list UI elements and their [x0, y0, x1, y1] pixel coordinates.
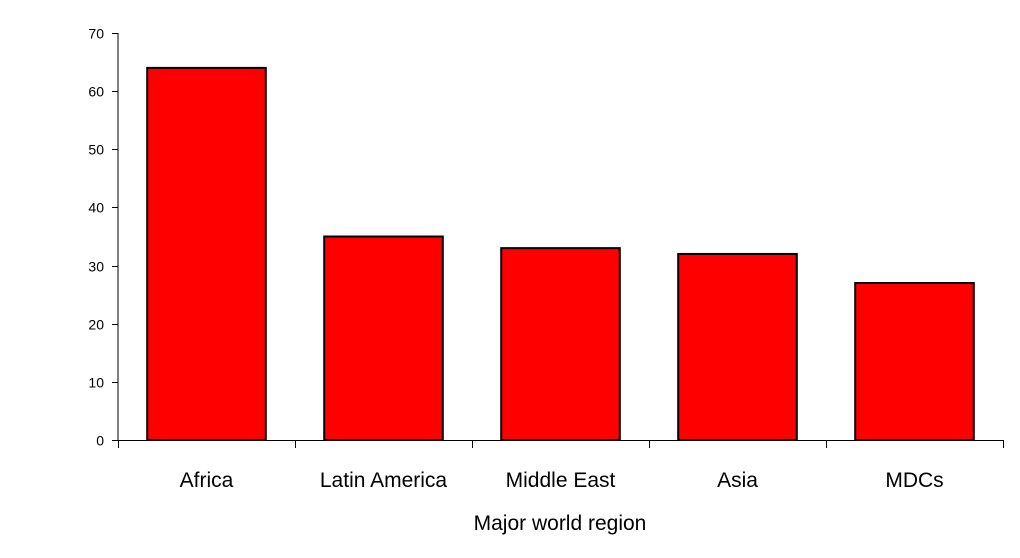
- x-tick-label: Middle East: [506, 469, 616, 492]
- y-tick-label: 60: [88, 84, 104, 100]
- bar-asia: [677, 252, 798, 441]
- category-labels: Africa Latin America Middle East Asia MDCs: [180, 469, 944, 492]
- bars: [146, 66, 975, 441]
- x-tick-label: Latin America: [320, 469, 448, 492]
- y-tick-label: 0: [96, 433, 104, 449]
- y-tick-label: 70: [88, 26, 104, 42]
- x-tick-label: Africa: [180, 469, 234, 492]
- y-tick-label: 50: [88, 142, 104, 158]
- x-axis-title: Major world region: [474, 512, 647, 535]
- y-tick-label: 40: [88, 200, 104, 216]
- bar-latin-america: [323, 235, 444, 441]
- bar-mdcs: [854, 282, 975, 441]
- y-tick-label: 30: [88, 259, 104, 275]
- y-tick-label: 20: [88, 317, 104, 333]
- bar-africa: [146, 66, 267, 441]
- bar-middle-east: [500, 247, 621, 441]
- y-tick-label: 10: [88, 375, 104, 391]
- x-tick-label: Asia: [717, 469, 758, 492]
- y-axis: 0 10 20 30 40 50 60 70: [88, 26, 119, 449]
- x-axis: [118, 440, 1004, 448]
- x-tick-label: MDCs: [885, 469, 943, 492]
